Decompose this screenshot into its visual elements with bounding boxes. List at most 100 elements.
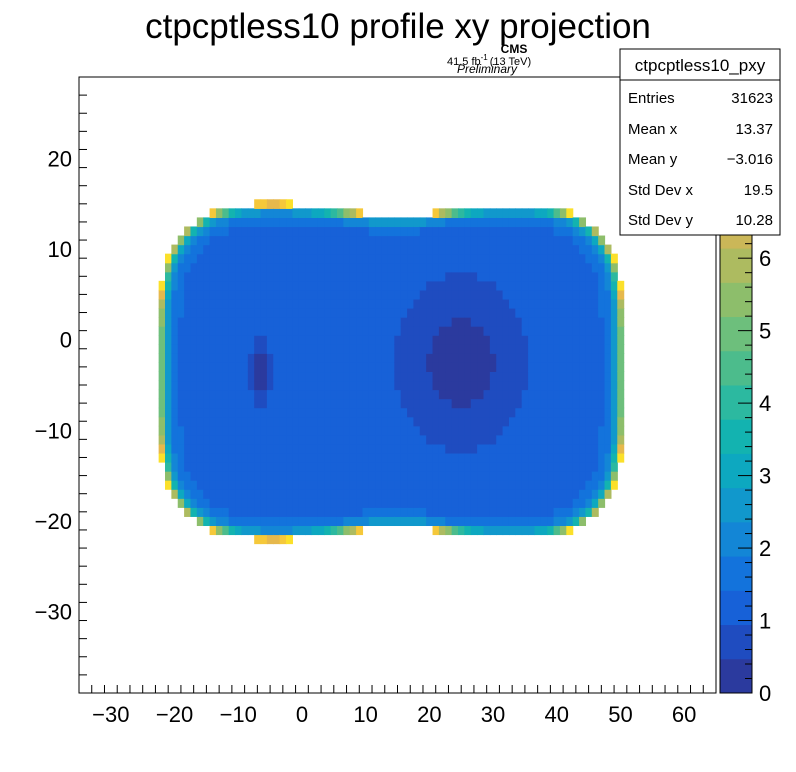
heatmap-cell <box>235 471 243 481</box>
heatmap-cell <box>496 262 504 273</box>
heatmap-cell <box>298 498 306 508</box>
heatmap-cell <box>228 235 236 246</box>
heatmap-cell <box>521 262 529 273</box>
heatmap-cell <box>324 235 332 246</box>
heatmap-cell <box>305 308 313 318</box>
heatmap-cell <box>496 362 504 373</box>
heatmap-cell <box>496 298 504 309</box>
heatmap-cell <box>502 208 510 219</box>
heatmap-cell <box>375 308 383 318</box>
heatmap-cell <box>566 516 574 527</box>
heatmap-cell <box>598 452 606 463</box>
heatmap-cell <box>591 317 599 327</box>
heatmap-cell <box>222 489 230 499</box>
heatmap-cell <box>604 244 612 255</box>
y-tick-label: −30 <box>35 599 72 624</box>
heatmap-cell <box>464 416 472 427</box>
heatmap-cell <box>177 271 185 282</box>
heatmap-cell <box>273 298 281 309</box>
heatmap-cell <box>235 353 243 363</box>
heatmap-cell <box>356 480 364 490</box>
heatmap-cell <box>266 308 274 318</box>
heatmap-cell <box>311 434 319 445</box>
heatmap-cell <box>247 344 255 354</box>
heatmap-cell <box>190 425 198 436</box>
heatmap-cell <box>617 280 625 291</box>
heatmap-cell <box>400 344 408 354</box>
heatmap-cell <box>489 407 497 418</box>
heatmap-cell <box>477 452 485 463</box>
heatmap-cell <box>534 326 542 336</box>
heatmap-cell <box>547 443 555 454</box>
heatmap-cell <box>375 235 383 246</box>
heatmap-cell <box>419 253 427 264</box>
heatmap-cell <box>209 344 217 354</box>
heatmap-cell <box>540 253 548 264</box>
heatmap-cell <box>260 462 268 472</box>
heatmap-cell <box>286 262 293 273</box>
heatmap-cell <box>489 344 497 354</box>
heatmap-cell <box>266 353 274 363</box>
heatmap-cell <box>610 335 618 345</box>
heatmap-cell <box>438 380 446 391</box>
heatmap-cell <box>470 407 478 418</box>
heatmap-cell <box>496 353 504 363</box>
heatmap-cell <box>553 489 561 499</box>
heatmap-cell <box>356 280 364 291</box>
heatmap-cell <box>362 443 370 454</box>
heatmap-cell <box>368 335 376 345</box>
heatmap-cell <box>534 462 542 472</box>
heatmap-cell <box>356 326 364 336</box>
heatmap-cell <box>336 398 344 409</box>
heatmap-cell <box>604 262 612 273</box>
heatmap-cell <box>311 507 319 517</box>
heatmap-cell <box>585 398 593 409</box>
heatmap-cell <box>305 425 313 436</box>
heatmap-cell <box>470 443 478 454</box>
heatmap-cell <box>591 308 599 318</box>
heatmap-cell <box>292 407 300 418</box>
heatmap-cell <box>228 317 236 327</box>
heatmap-cell <box>298 389 306 400</box>
heatmap-cell <box>432 362 440 373</box>
heatmap-cell <box>585 308 593 318</box>
heatmap-cell <box>432 462 440 472</box>
heatmap-cell <box>362 407 370 418</box>
heatmap-cell <box>222 235 230 246</box>
heatmap-cell <box>311 425 319 436</box>
heatmap-cell <box>426 362 434 373</box>
heatmap-cell <box>521 525 529 536</box>
heatmap-cell <box>387 398 395 409</box>
heatmap-cell <box>375 271 383 282</box>
heatmap-cell <box>521 371 529 382</box>
heatmap-cell <box>515 335 523 345</box>
heatmap-cell <box>572 353 580 363</box>
heatmap-cell <box>407 389 415 400</box>
heatmap-cell <box>559 317 567 327</box>
heatmap-cell <box>559 452 567 463</box>
heatmap-cell <box>604 407 612 418</box>
heatmap-cell <box>451 271 459 282</box>
heatmap-cell <box>177 498 185 508</box>
heatmap-cell <box>464 226 472 237</box>
heatmap-cell <box>215 425 223 436</box>
heatmap-cell <box>286 317 293 327</box>
heatmap-cell <box>349 235 357 246</box>
heatmap-cell <box>305 416 313 427</box>
heatmap-cell <box>400 289 408 300</box>
heatmap-cell <box>489 262 497 273</box>
heatmap-cell <box>273 217 281 228</box>
heatmap-cell <box>610 398 618 409</box>
heatmap-cell <box>190 317 198 327</box>
heatmap-cell <box>330 208 338 219</box>
heatmap-cell <box>368 489 376 499</box>
heatmap-cell <box>368 235 376 246</box>
heatmap-cell <box>203 416 211 427</box>
heatmap-cell <box>579 344 587 354</box>
heatmap-cell <box>196 516 204 527</box>
heatmap-cell <box>311 317 319 327</box>
x-axis: −30 −20 −10 0 10 20 30 40 50 60 <box>78 685 717 727</box>
heatmap-cell <box>247 407 255 418</box>
chart-title: ctpcptless10 profile xy projection <box>145 7 651 46</box>
heatmap-cell <box>292 253 300 264</box>
